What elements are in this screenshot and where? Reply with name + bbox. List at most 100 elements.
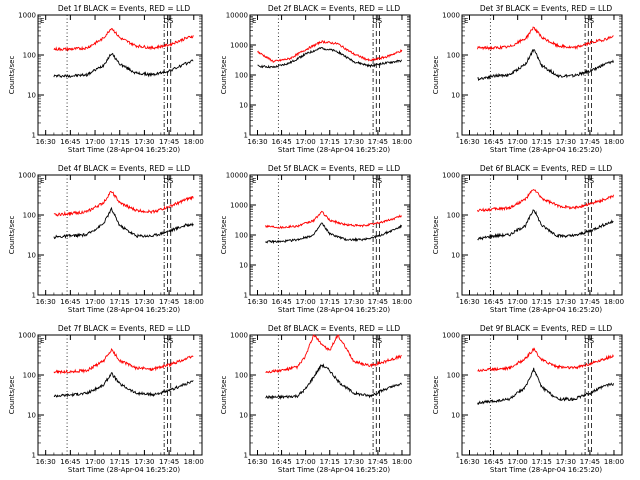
corner-marker-right: DS [584,337,594,345]
series-events-line [53,206,194,240]
x-tick-label: 17:45 [580,138,600,146]
y-tick-label: 10 [451,252,460,260]
y-tick-label: 1000 [230,42,248,50]
x-tick-label: 17:45 [580,458,600,466]
plot-frame [37,14,203,136]
series-lld-line [53,347,194,375]
x-tick-label: 17:15 [320,298,340,306]
corner-marker-left: E [464,17,468,25]
corner-marker-left: E [40,337,44,345]
x-tick-label: 16:45 [271,458,291,466]
plot-frame [37,174,203,296]
corner-marker-right: DS [372,17,382,25]
x-axis-label: Start Time (28-Apr-04 16:25:20) [68,466,180,474]
y-tick-label: 1 [456,292,460,300]
y-tick-label: 10000 [226,12,248,20]
x-tick-label: 16:30 [459,458,479,466]
x-tick-label: 17:15 [110,298,130,306]
y-tick-label: 1000 [442,12,460,20]
x-tick-label: 17:45 [159,298,179,306]
y-tick-label: 1000 [442,172,460,180]
x-tick-label: 18:00 [184,138,204,146]
x-tick-label: 16:45 [483,298,503,306]
y-tick-label: 10 [451,412,460,420]
y-tick-label: 10 [239,102,248,110]
series-events-line [477,367,614,406]
x-tick-label: 17:30 [556,458,576,466]
y-tick-label: 1 [456,132,460,140]
plot-frame [461,14,623,136]
x-axis-label: Start Time (28-Apr-04 16:25:20) [278,146,390,154]
series-events-line [53,372,194,399]
y-tick-label: 1000 [18,172,36,180]
y-tick-label: 100 [447,372,460,380]
y-axis-label: Counts/sec [432,376,440,415]
panel-det-6: Det 6f BLACK = Events, RED = LLD 1 10 100 10… [432,164,624,314]
plot-frame [249,174,411,296]
corner-marker-left: E [40,17,44,25]
x-tick-label: 17:00 [85,138,105,146]
x-tick-label: 17:30 [134,298,154,306]
corner-marker-right: DS [372,177,382,185]
panel-title: Det 7f BLACK = Events, RED = LLD [58,324,191,333]
panel-det-8: Det 8f BLACK = Events, RED = LLD 1 10 100 10… [220,324,412,474]
x-tick-label: 16:45 [60,458,80,466]
x-tick-label: 17:15 [110,138,130,146]
panel-det-1: Det 1f BLACK = Events, RED = LLD 1 10 100 10… [8,4,204,154]
corner-marker-right: DS [584,17,594,25]
corner-marker-right: DS [372,337,382,345]
x-axis-label: Start Time (28-Apr-04 16:25:20) [68,146,180,154]
y-axis-label: Counts/sec [8,56,16,95]
panel-det-7: Det 7f BLACK = Events, RED = LLD 1 10 100 10… [8,324,204,474]
series-lld-line [477,189,614,213]
series-events-line [265,222,402,245]
y-tick-label: 1 [32,452,36,460]
x-tick-label: 17:30 [556,138,576,146]
x-tick-label: 18:00 [604,458,624,466]
series-events-line [265,363,402,400]
y-axis-label: Counts/sec [220,216,228,255]
x-tick-label: 17:15 [110,458,130,466]
x-tick-label: 17:30 [134,458,154,466]
panel-title: Det 8f BLACK = Events, RED = LLD [268,324,401,333]
corner-marker-right: DS [163,177,173,185]
plot-frame [461,174,623,296]
x-tick-label: 18:00 [184,458,204,466]
x-axis-label: Start Time (28-Apr-04 16:25:20) [490,306,602,314]
y-tick-label: 1000 [18,12,36,20]
x-tick-label: 17:00 [296,458,316,466]
y-axis-label: Counts/sec [432,56,440,95]
series-events-line [477,48,614,82]
y-tick-label: 100 [235,72,248,80]
x-tick-label: 16:45 [483,458,503,466]
y-tick-label: 1000 [230,332,248,340]
x-tick-label: 16:45 [483,138,503,146]
x-tick-label: 17:45 [368,458,388,466]
corner-marker-left: E [252,337,256,345]
corner-marker-right: DS [163,337,173,345]
series-lld-line [477,26,614,51]
x-tick-label: 18:00 [184,298,204,306]
corner-marker-left: E [464,337,468,345]
plot-frame [249,14,411,136]
series-events-line [257,46,403,69]
panel-det-2: Det 2f BLACK = Events, RED = LLD 1 10 100 10… [220,4,412,154]
x-tick-label: 17:00 [508,458,528,466]
y-tick-label: 1 [244,292,248,300]
corner-marker-left: E [252,17,256,25]
x-axis-label: Start Time (28-Apr-04 16:25:20) [490,146,602,154]
y-tick-label: 100 [23,212,36,220]
y-axis-label: Counts/sec [8,376,16,415]
x-tick-label: 17:30 [344,138,364,146]
y-tick-label: 10 [451,92,460,100]
x-tick-label: 17:30 [344,458,364,466]
x-tick-label: 16:30 [459,298,479,306]
x-tick-label: 17:00 [296,298,316,306]
panel-det-3: Det 3f BLACK = Events, RED = LLD 1 10 100 10… [432,4,624,154]
x-tick-label: 17:15 [320,138,340,146]
y-tick-label: 1000 [18,332,36,340]
x-tick-label: 17:00 [508,298,528,306]
y-tick-label: 1 [32,292,36,300]
y-tick-label: 100 [447,212,460,220]
x-tick-label: 17:45 [368,298,388,306]
